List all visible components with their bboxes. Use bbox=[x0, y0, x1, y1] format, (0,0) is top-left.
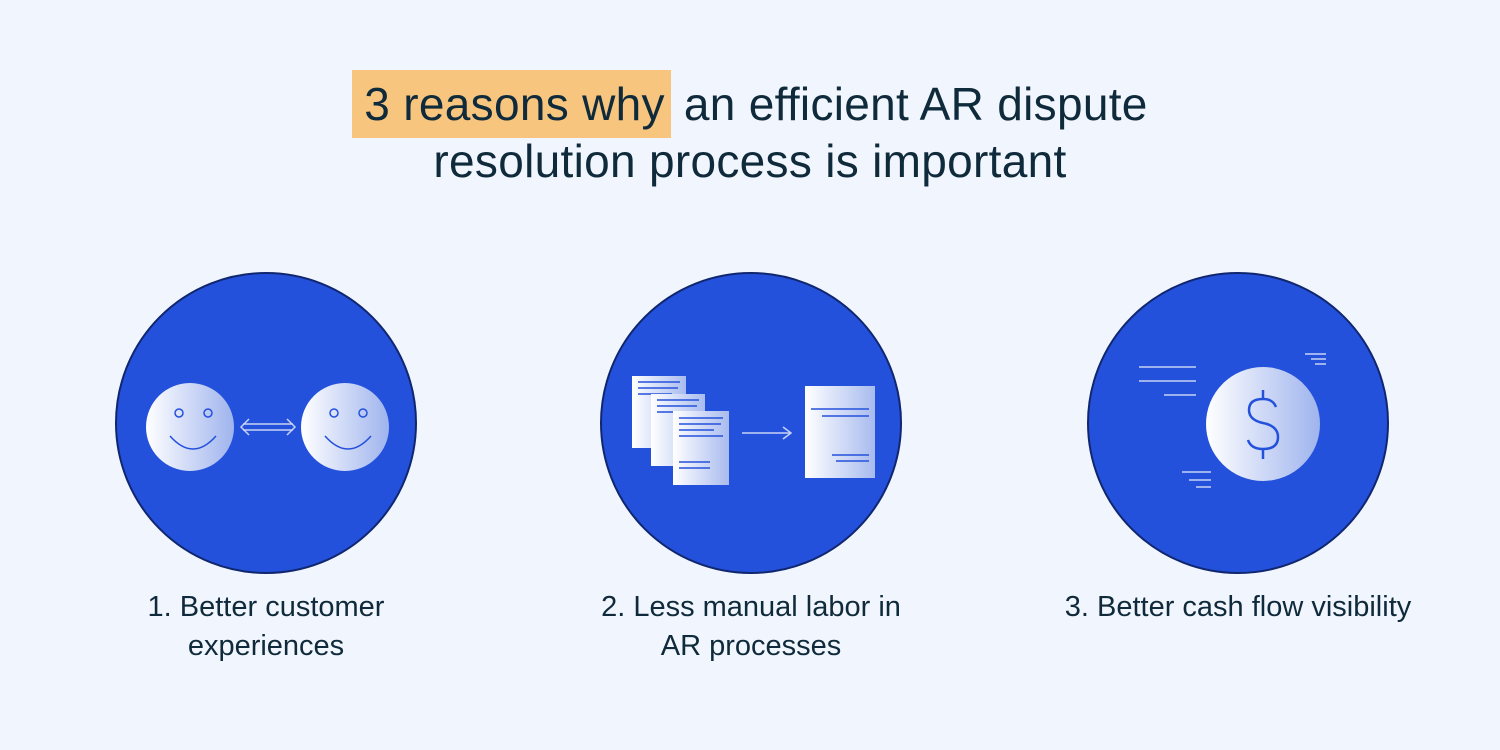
reason-circle-2 bbox=[600, 272, 902, 574]
reason-card-3: 3. Better cash flow visibility bbox=[1028, 272, 1448, 692]
reason-label-1: 1. Better customer experiences bbox=[56, 588, 476, 666]
reason-label-1-line-2: experiences bbox=[187, 630, 345, 662]
reason-circle-3 bbox=[1087, 272, 1389, 574]
reason-label-3: 3. Better cash flow visibility bbox=[1028, 588, 1448, 627]
page-title: 3 reasons why an efficient AR dispute re… bbox=[0, 70, 1500, 190]
moving-dollar-coin-icon bbox=[1139, 353, 1326, 488]
reason-card-2: 2. Less manual labor in AR processes bbox=[541, 272, 961, 692]
title-line-2: resolution process is important bbox=[433, 135, 1067, 187]
documents-to-document-icon bbox=[632, 376, 875, 485]
reason-label-2-line-2: AR processes bbox=[660, 630, 842, 662]
reason-label-2: 2. Less manual labor in AR processes bbox=[541, 588, 961, 666]
smiley-faces-exchange-icon bbox=[146, 383, 389, 471]
reason-card-1: 1. Better customer experiences bbox=[56, 272, 476, 692]
reason-label-2-line-1: 2. Less manual labor in bbox=[601, 591, 901, 623]
reason-label-1-line-1: 1. Better customer bbox=[147, 591, 385, 623]
title-highlight: 3 reasons why bbox=[352, 70, 671, 138]
title-line-1-rest: an efficient AR dispute bbox=[670, 78, 1148, 130]
reason-circle-1 bbox=[115, 272, 417, 574]
title-line-1: 3 reasons why an efficient AR dispute bbox=[0, 70, 1500, 138]
reason-label-3-line-1: 3. Better cash flow visibility bbox=[1064, 591, 1412, 623]
